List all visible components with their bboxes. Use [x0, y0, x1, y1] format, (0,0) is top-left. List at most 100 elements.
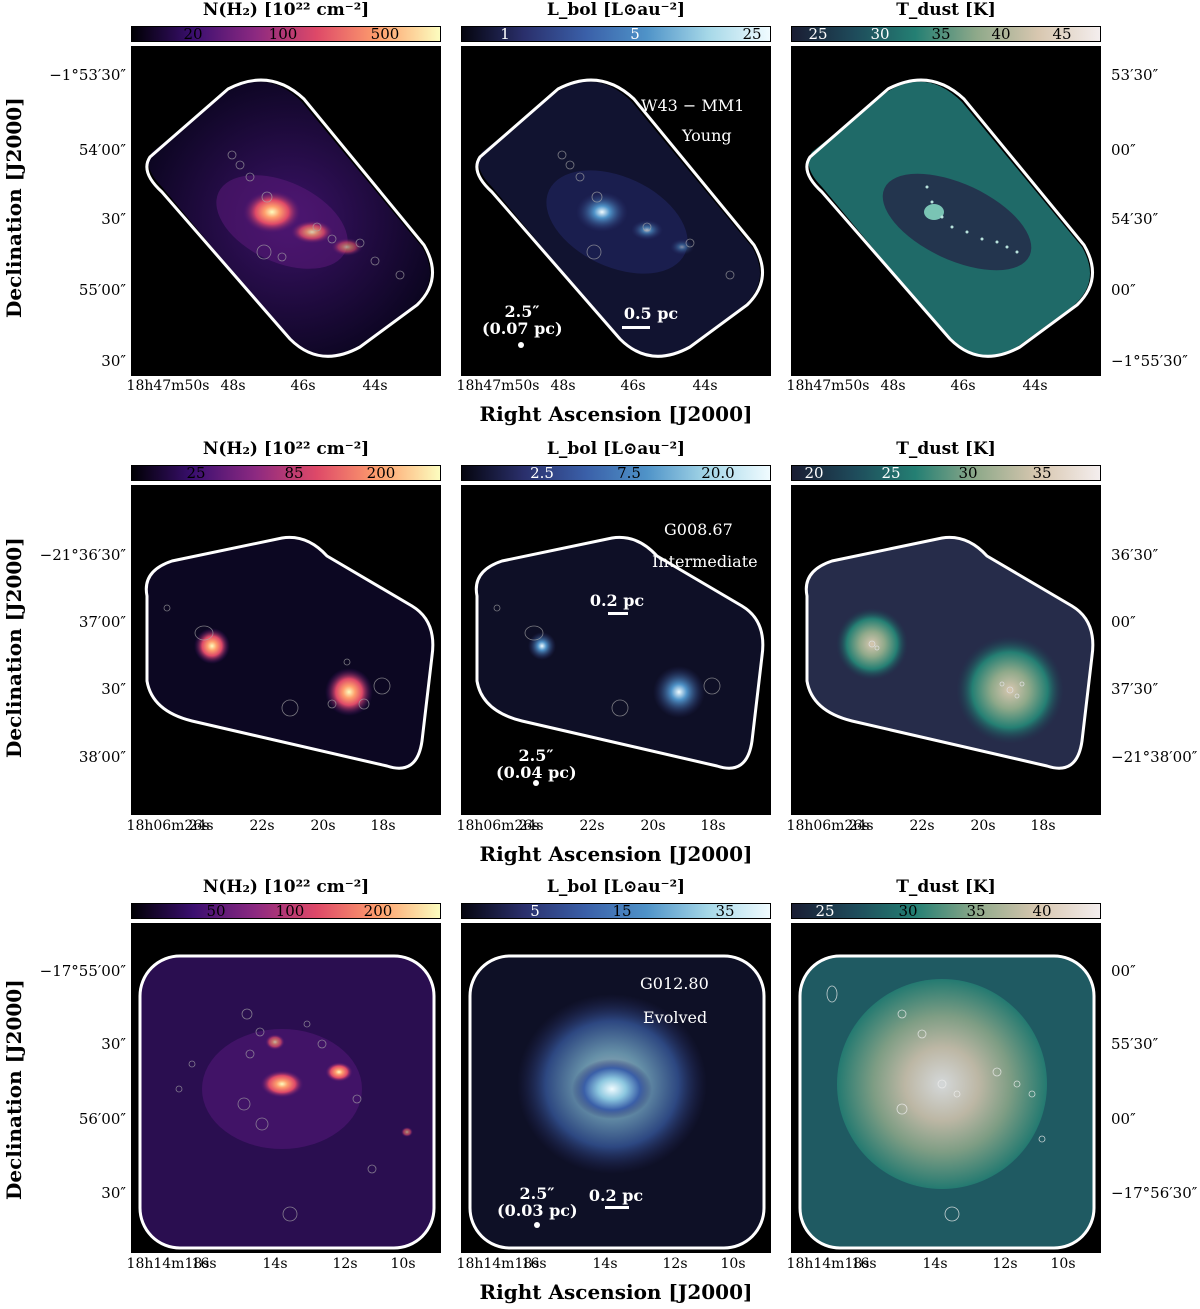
colorbar-tick: 20: [183, 25, 203, 43]
x-tick-label: 22s: [909, 818, 935, 834]
colorbar-tick: 35: [1032, 464, 1052, 482]
y-tick-label: 30″: [101, 1184, 126, 1202]
x-tick-label: 48s: [220, 378, 246, 394]
colorbar-tick: 30: [958, 464, 978, 482]
x-tick-label: 18s: [1030, 818, 1056, 834]
scalebar-label: 0.5 pc: [623, 304, 679, 323]
x-tick-label: 22s: [579, 818, 605, 834]
map-panel-tdust: [791, 923, 1101, 1253]
colorbar-tick: 50: [206, 902, 226, 920]
colorbar-nh2: [131, 903, 441, 919]
x-tick-label: 10s: [390, 1256, 416, 1272]
y-tick-label-right: −1°55′30″: [1111, 352, 1188, 370]
x-tick-label: 18s: [370, 818, 396, 834]
x-tick-label: 24s: [518, 818, 544, 834]
colorbar-title-nh2: N(H₂) [10²² cm⁻²]: [202, 0, 370, 20]
x-tick-label: 48s: [880, 378, 906, 394]
x-tick-label: 20s: [970, 818, 996, 834]
colorbar-tick: 30: [870, 25, 890, 43]
x-tick-label: 10s: [1050, 1256, 1076, 1272]
colorbar-tick: 7.5: [617, 464, 641, 482]
beam-label: 2.5″: [504, 302, 540, 321]
colorbar-tick: 2.5: [530, 464, 554, 482]
colorbar-nh2: [131, 26, 441, 42]
x-tick-label: 18h47m50s: [126, 378, 210, 394]
colorbar-tick: 5: [530, 902, 540, 920]
colorbar-nh2: [131, 465, 441, 481]
colorbar-tick: 25: [815, 902, 835, 920]
colorbar-title-tdust: T_dust [K]: [896, 0, 996, 20]
x-tick-label: 22s: [249, 818, 275, 834]
colorbar-tick: 30: [898, 902, 918, 920]
map-panel-lbol: [461, 923, 771, 1253]
source-label: W43 − MM1: [641, 96, 745, 115]
colorbar-tick: 100: [268, 25, 298, 43]
y-tick-label: 30″: [101, 352, 126, 370]
x-tick-label: 18h14m18s: [456, 1256, 540, 1272]
y-tick-label-right: −17°56′30″: [1111, 1184, 1198, 1202]
x-tick-label: 46s: [290, 378, 316, 394]
x-tick-label: 20s: [640, 818, 666, 834]
colorbar-tick: 500: [370, 25, 400, 43]
x-tick-label: 44s: [362, 378, 388, 394]
colorbar-tick: 1: [500, 25, 510, 43]
colorbar-tick: 35: [966, 902, 986, 920]
y-tick-label-right: −21°38′00″: [1111, 748, 1198, 766]
x-tick-label: 14s: [262, 1256, 288, 1272]
colorbar-tick: 25: [186, 464, 206, 482]
y-tick-label: 37′00″: [78, 613, 126, 631]
colorbar-tick: 40: [1032, 902, 1052, 920]
y-axis-title: Declination [J2000]: [2, 979, 26, 1200]
x-tick-label: 46s: [950, 378, 976, 394]
x-tick-label: 16s: [191, 1256, 217, 1272]
stage-label: Intermediate: [652, 552, 758, 571]
y-tick-label-right: 00″: [1111, 962, 1136, 980]
x-axis-title: Right Ascension [J2000]: [479, 1280, 753, 1304]
x-axis-title: Right Ascension [J2000]: [479, 842, 753, 866]
colorbar-tick: 25: [808, 25, 828, 43]
map-panel-tdust: [791, 46, 1101, 376]
x-tick-label: 12s: [992, 1256, 1018, 1272]
beam-pc-label: (0.07 pc): [482, 319, 563, 338]
scalebar-label: 0.2 pc: [589, 591, 645, 610]
y-tick-label-right: 00″: [1111, 613, 1136, 631]
y-tick-label-right: 37′30″: [1111, 680, 1159, 698]
y-axis-title: Declination [J2000]: [2, 97, 26, 318]
x-tick-label: 18h06m26s: [126, 818, 210, 834]
colorbar-title-lbol: L_bol [L⊙au⁻²]: [546, 439, 686, 459]
beam-label: 2.5″: [519, 1184, 555, 1203]
x-tick-label: 24s: [188, 818, 214, 834]
x-tick-label: 14s: [592, 1256, 618, 1272]
y-tick-label: 56′00″: [78, 1110, 126, 1128]
stage-label: Young: [682, 126, 732, 145]
y-tick-label-right: 00″: [1111, 141, 1136, 159]
colorbar-lbol: [461, 26, 771, 42]
x-tick-label: 48s: [550, 378, 576, 394]
x-tick-label: 18h47m50s: [456, 378, 540, 394]
beam-label: 2.5″: [518, 746, 554, 765]
y-tick-label-right: 55′30″: [1111, 1035, 1159, 1053]
colorbar-tick: 35: [715, 902, 735, 920]
colorbar-title-tdust: T_dust [K]: [896, 877, 996, 897]
y-tick-label-right: 53′30″: [1111, 66, 1159, 84]
y-tick-label-right: 36′30″: [1111, 546, 1159, 564]
colorbar-title-lbol: L_bol [L⊙au⁻²]: [546, 877, 686, 897]
beam-pc-label: (0.03 pc): [497, 1201, 578, 1220]
source-label: G012.80: [640, 974, 709, 993]
colorbar-tick: 25: [881, 464, 901, 482]
colorbar-title-nh2: N(H₂) [10²² cm⁻²]: [202, 877, 370, 897]
colorbar-tdust: [791, 26, 1101, 42]
x-tick-label: 18h14m18s: [126, 1256, 210, 1272]
x-axis-title: Right Ascension [J2000]: [479, 402, 753, 426]
colorbar-tick: 5: [630, 25, 640, 43]
colorbar-tdust: [791, 465, 1101, 481]
x-tick-label: 18h06m26s: [786, 818, 870, 834]
y-tick-label: 38′00″: [78, 748, 126, 766]
x-tick-label: 12s: [332, 1256, 358, 1272]
colorbar-lbol: [461, 903, 771, 919]
colorbar-tick: 25: [742, 25, 762, 43]
colorbar-tick: 20: [804, 464, 824, 482]
colorbar-title-lbol: L_bol [L⊙au⁻²]: [546, 0, 686, 20]
colorbar-tick: 200: [363, 902, 393, 920]
y-axis-title: Declination [J2000]: [2, 537, 26, 758]
